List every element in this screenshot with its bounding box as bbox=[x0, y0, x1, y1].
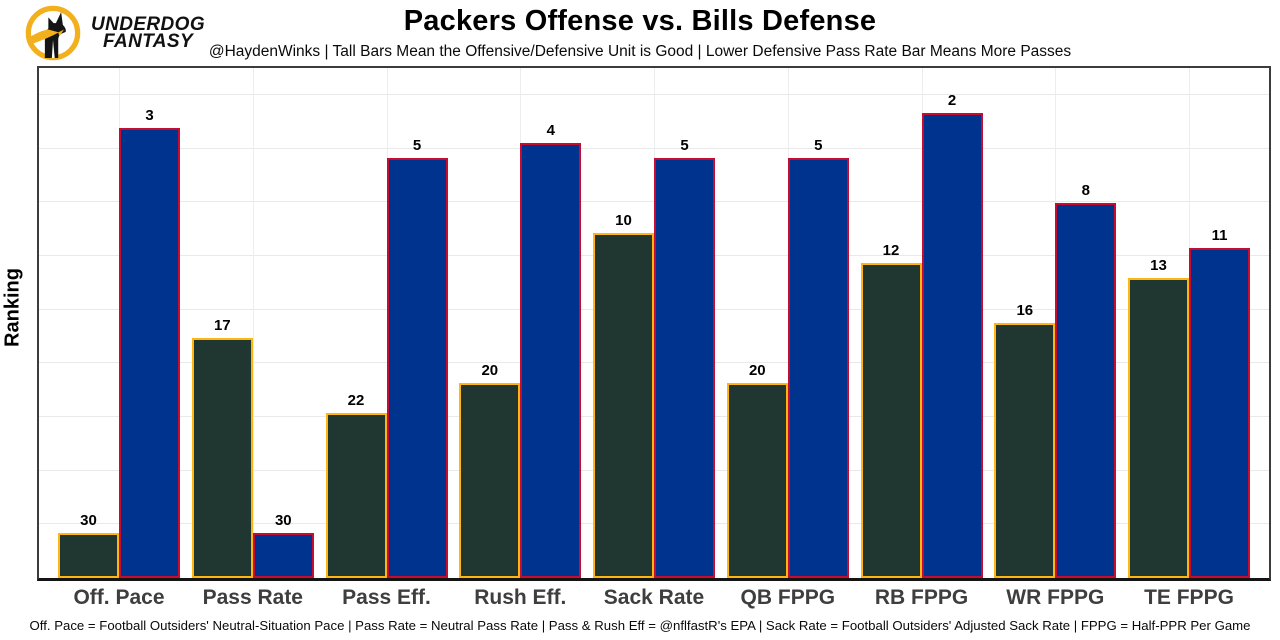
bar-bills-defense bbox=[386, 158, 448, 578]
bar-packers-offense bbox=[325, 413, 387, 578]
bar-bills-defense bbox=[787, 158, 849, 578]
y-axis-label: Ranking bbox=[1, 268, 24, 347]
bar-bills-defense bbox=[520, 143, 582, 578]
bar-value-label: 12 bbox=[882, 242, 900, 259]
bar-bills-defense bbox=[1189, 248, 1250, 578]
bar-value-label: 5 bbox=[814, 137, 823, 154]
bar-packers-offense bbox=[191, 338, 253, 578]
logo-wordmark: UNDERDOG FANTASY bbox=[91, 14, 206, 52]
logo-line2: FANTASY bbox=[102, 31, 194, 52]
x-axis-label: Pass Rate bbox=[202, 586, 303, 609]
bar-packers-offense bbox=[593, 233, 654, 578]
bar-bills-defense bbox=[252, 533, 314, 578]
bar-packers-offense bbox=[994, 323, 1056, 578]
x-axis-label: WR FPPG bbox=[1006, 586, 1105, 609]
bar-bills-defense bbox=[119, 128, 180, 578]
bar-value-label: 8 bbox=[1081, 182, 1090, 199]
bar-value-label: 5 bbox=[680, 137, 689, 154]
logo-line1: UNDERDOG bbox=[91, 14, 206, 35]
footnote: Off. Pace = Football Outsiders' Neutral-… bbox=[29, 618, 1251, 633]
bar-value-label: 11 bbox=[1211, 227, 1228, 244]
underdog-fantasy-logo: UNDERDOG FANTASY bbox=[24, 4, 205, 62]
x-axis-label: Sack Rate bbox=[603, 586, 705, 609]
bar-value-label: 30 bbox=[274, 512, 292, 529]
bar-value-label: 16 bbox=[1016, 302, 1034, 319]
bar-bills-defense bbox=[654, 158, 715, 578]
x-axis-label: Rush Eff. bbox=[474, 586, 567, 609]
x-axis-label: RB FPPG bbox=[874, 586, 969, 609]
bar-value-label: 17 bbox=[213, 317, 231, 334]
bar-value-label: 13 bbox=[1150, 257, 1167, 274]
bar-packers-offense bbox=[459, 383, 521, 578]
x-axis-label: Pass Eff. bbox=[342, 586, 431, 609]
bar-bills-defense bbox=[1055, 203, 1117, 578]
bar-value-label: 22 bbox=[347, 392, 365, 409]
bar-packers-offense bbox=[58, 533, 119, 578]
chart-title: Packers Offense vs. Bills Defense bbox=[403, 5, 877, 37]
x-axis-label: QB FPPG bbox=[740, 586, 836, 609]
bar-value-label: 2 bbox=[947, 92, 957, 109]
bar-value-label: 10 bbox=[615, 212, 632, 229]
bar-value-label: 20 bbox=[748, 362, 766, 379]
x-axis-labels: Off. Pace Pass Rate Pass Eff. Rush Eff. Sack… bbox=[0, 586, 1280, 614]
chart-subtitle: @HaydenWinks | Tall Bars Mean the Offens… bbox=[208, 43, 1072, 60]
bar-bills-defense bbox=[921, 113, 983, 578]
bar-value-label: 4 bbox=[546, 122, 555, 139]
x-axis-label: TE FPPG bbox=[1144, 586, 1234, 609]
bar-value-label: 30 bbox=[80, 512, 97, 529]
underdog-dog-icon bbox=[25, 5, 81, 61]
bar-value-label: 5 bbox=[412, 137, 422, 154]
bar-packers-offense bbox=[1128, 278, 1189, 578]
bar-packers-offense bbox=[860, 263, 922, 578]
bar-packers-offense bbox=[726, 383, 788, 578]
bar-value-label: 20 bbox=[481, 362, 499, 379]
x-axis-label: Off. Pace bbox=[73, 586, 165, 609]
bar-value-label: 3 bbox=[145, 107, 154, 124]
gridline-vertical bbox=[252, 68, 254, 578]
plot-area: 30 3 17 30 22 5 20 4 10 5 20 5 12 2 16 8 13 11 bbox=[37, 66, 1271, 581]
